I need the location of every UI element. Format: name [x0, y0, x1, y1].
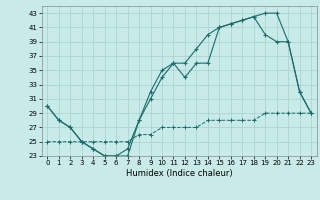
X-axis label: Humidex (Indice chaleur): Humidex (Indice chaleur) [126, 169, 233, 178]
